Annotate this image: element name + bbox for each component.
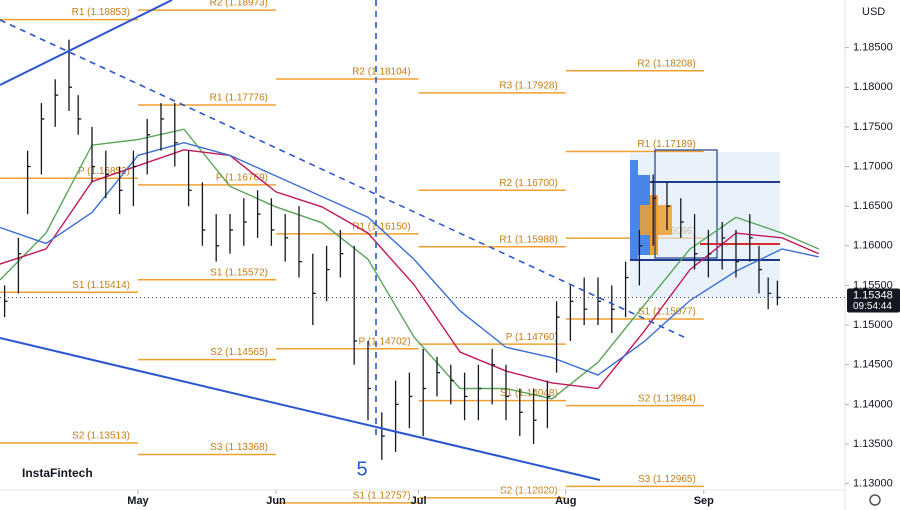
pivot-label: R3 (1.17928) <box>499 81 557 92</box>
pivot-label: S3 (1.12965) <box>638 474 696 485</box>
y-tick-label: 1.14500 <box>853 359 893 371</box>
moving-average <box>0 149 820 390</box>
trendline <box>0 337 601 481</box>
logo-bg <box>12 462 92 484</box>
pivot-label: R1 (1.16150) <box>352 222 410 233</box>
pivot-label: S1 (1.12757) <box>353 491 411 502</box>
pivot-label: S2 (1.14565) <box>210 347 268 358</box>
x-tick-label: Jun <box>266 495 286 507</box>
y-tick-label: 1.15000 <box>853 319 893 331</box>
pivot-label: R2 (1.16700) <box>499 178 557 189</box>
pivot-label: S2 (1.12820) <box>500 486 558 497</box>
pivot-label: P (1.16769) <box>216 172 268 183</box>
profile-bar <box>630 160 638 260</box>
pivot-label: R1 (1.17776) <box>210 93 268 104</box>
pivot-label: P (1.14702) <box>359 336 411 347</box>
trendline <box>0 19 687 339</box>
pivot-label: S2 (1.13984) <box>638 393 696 404</box>
y-tick-label: 1.13000 <box>853 478 893 490</box>
pivot-label: S1 (1.15077) <box>638 307 696 318</box>
y-tick-label: 1.16000 <box>853 240 893 252</box>
pivot-label: R1 (1.17189) <box>637 139 695 150</box>
y-tick-label: 1.18000 <box>853 81 893 93</box>
pivot-label: R1 (1.15988) <box>499 234 557 245</box>
pivot-label: R2 (1.18973) <box>210 0 268 9</box>
y-tick-label: 1.13500 <box>853 438 893 450</box>
y-tick-label: 1.17000 <box>853 160 893 172</box>
moving-average <box>0 141 819 376</box>
wave-label: 5 <box>356 458 367 480</box>
y-tick-label: 1.14000 <box>853 398 893 410</box>
x-tick-label: Aug <box>555 495 576 507</box>
pivot-label: S2 (1.13513) <box>72 431 130 442</box>
currency-label: USD <box>862 6 885 18</box>
pivot-label: R2 (1.18208) <box>637 58 695 69</box>
pivot-label: S1 (1.15572) <box>210 267 268 278</box>
volume-profile <box>630 149 780 298</box>
bar-layer <box>3 39 781 460</box>
pivot-label: R2 (1.18104) <box>352 67 410 78</box>
logo: InstaFintech <box>22 466 93 480</box>
last-price-box <box>847 288 900 313</box>
y-tick-label: 1.18500 <box>853 41 893 53</box>
pivot-label: P (1.16852) <box>78 166 130 177</box>
x-tick-label: May <box>127 495 149 507</box>
y-tick-label: 1.15500 <box>853 279 893 291</box>
moving-average <box>0 128 820 400</box>
countdown-label: 09:54:44 <box>853 301 892 312</box>
pivot-label: S1 (1.15414) <box>72 280 130 291</box>
profile-box <box>654 149 718 259</box>
settings-button[interactable] <box>869 494 881 506</box>
trendline <box>0 0 173 86</box>
x-tick-label: Sep <box>694 495 714 507</box>
last-price-label: 1.15348 <box>853 289 893 301</box>
pivot-label: S3 (1.13368) <box>210 442 268 453</box>
pivot-label: P (1.14760) <box>506 332 558 343</box>
x-tick-label: Jul <box>411 495 427 507</box>
y-tick-label: 1.16500 <box>853 200 893 212</box>
y-tick-label: 1.17500 <box>853 121 893 133</box>
pivot-label: R1 (1.18853) <box>72 7 130 18</box>
ma-layer <box>0 128 820 400</box>
trendlines <box>0 0 687 481</box>
axis-layer: 1.13000 1.13500 1.14000 1.14500 1.15000 1.155… <box>127 41 892 506</box>
